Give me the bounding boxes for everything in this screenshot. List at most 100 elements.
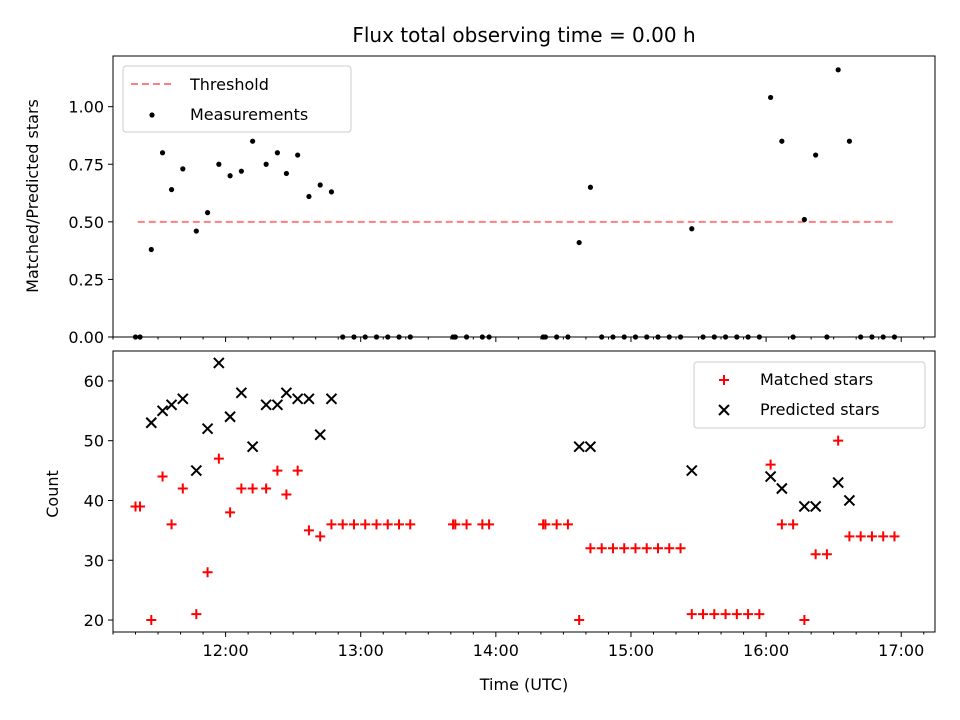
bottom-xtick-label: 15:00 — [608, 641, 654, 660]
predicted-stars-point — [260, 399, 272, 411]
matched-stars-point — [731, 609, 742, 620]
matched-stars-point — [889, 531, 900, 542]
matched-stars-point — [461, 519, 472, 530]
matched-stars-point — [177, 483, 188, 494]
matched-stars-point — [484, 519, 495, 530]
predicted-stars-point — [573, 440, 585, 453]
matched-stars-point — [776, 519, 787, 530]
matched-stars-point — [720, 609, 731, 620]
matched-stars-point — [866, 531, 877, 542]
bottom-ytick-label: 60 — [84, 372, 104, 391]
predicted-stars-point — [190, 464, 203, 477]
matched-stars-point — [540, 519, 551, 530]
measurement-point — [263, 161, 269, 167]
measurement-point — [250, 138, 256, 144]
predicted-stars-point — [764, 470, 777, 483]
matched-stars-point — [585, 543, 596, 554]
matched-stars-point — [765, 459, 776, 470]
matched-stars-point — [202, 567, 213, 578]
matched-stars-point — [394, 519, 405, 530]
matched-stars-point — [292, 465, 303, 476]
matched-stars-point — [272, 465, 283, 476]
legend-predicted-label: Predicted stars — [760, 400, 880, 419]
matched-stars-point — [619, 543, 630, 554]
legend-measurements-label: Measurements — [190, 105, 308, 124]
predicted-stars-point — [314, 428, 326, 441]
predicted-stars-point — [235, 387, 248, 399]
matched-stars-point — [596, 543, 607, 554]
predicted-stars-point — [325, 393, 338, 405]
matched-stars-point — [686, 609, 697, 620]
matched-stars-point — [562, 519, 573, 530]
measurement-point — [576, 239, 582, 246]
predicted-stars-point — [213, 357, 225, 369]
matched-stars-point — [450, 519, 461, 530]
legend-threshold-label: Threshold — [189, 75, 269, 94]
matched-stars-point — [754, 609, 765, 620]
measurement-point — [689, 226, 695, 232]
measurement-point — [779, 138, 785, 144]
matched-stars-point — [743, 609, 754, 620]
measurement-point — [768, 94, 774, 101]
matched-stars-point — [281, 489, 292, 500]
legend-predicted-swatch — [718, 404, 730, 416]
predicted-stars-point — [156, 405, 169, 417]
matched-stars-point — [213, 453, 224, 464]
matched-stars-point — [348, 519, 359, 530]
matched-stars-point — [382, 519, 393, 530]
matched-stars-point — [551, 519, 562, 530]
legend-matched-label: Matched stars — [760, 370, 873, 389]
matched-stars-point — [166, 519, 177, 530]
measurement-point — [846, 138, 853, 144]
measurement-point — [328, 189, 335, 195]
top-ytick-label: 0.50 — [68, 213, 104, 232]
matched-stars-point — [191, 609, 202, 620]
matched-stars-point — [675, 543, 686, 554]
measurement-point — [587, 184, 594, 190]
measurement-point — [180, 166, 186, 172]
predicted-stars-point — [201, 423, 214, 435]
bottom-legend-box — [693, 361, 926, 429]
matched-stars-point — [652, 543, 663, 554]
matched-stars-point — [303, 525, 314, 536]
measurement-point — [283, 170, 290, 177]
matched-stars-point — [799, 615, 810, 626]
top-chart-plot-area: 0.00 0.25 0.50 0.75 1.00 Threshold Measurement… — [68, 55, 936, 347]
bottom-xtick-label: 17:00 — [878, 641, 924, 660]
predicted-stars-point — [776, 482, 788, 495]
matched-stars-point — [157, 471, 168, 482]
predicted-stars-point — [145, 417, 157, 429]
predicted-stars-point — [686, 464, 698, 477]
measurement-point — [317, 182, 323, 188]
top-legend: Threshold Measurements — [122, 65, 352, 133]
measurement-point — [148, 246, 154, 253]
predicted-stars-point — [280, 387, 293, 399]
predicted-stars-point — [798, 500, 811, 513]
predicted-stars-point — [271, 399, 284, 411]
predicted-stars-point — [832, 476, 844, 489]
matched-stars-point — [833, 435, 844, 446]
matched-stars-point — [664, 543, 675, 554]
matched-stars-point — [337, 519, 348, 530]
top-chart-title: Flux total observing time = 0.00 h — [352, 23, 695, 47]
predicted-stars-point — [843, 494, 856, 507]
matched-stars-point — [709, 609, 720, 620]
matched-stars-point — [135, 501, 146, 512]
matched-stars-point — [878, 531, 889, 542]
matched-stars-point — [236, 483, 247, 494]
bottom-ytick-label: 30 — [84, 551, 104, 570]
predicted-stars-point — [165, 399, 178, 411]
top-ytick-label: 0.75 — [68, 155, 104, 174]
matched-stars-point — [371, 519, 382, 530]
bottom-xtick-label: 16:00 — [743, 641, 789, 660]
matched-stars-point — [844, 531, 855, 542]
matched-stars-point — [225, 507, 236, 518]
measurement-point — [216, 161, 222, 167]
predicted-stars-point — [291, 393, 304, 405]
matched-stars-point — [315, 531, 326, 542]
bottom-chart-ylabel: Count — [43, 470, 62, 518]
matched-stars-point — [405, 519, 416, 530]
predicted-stars-point — [224, 411, 236, 423]
matched-stars-point — [630, 543, 641, 554]
